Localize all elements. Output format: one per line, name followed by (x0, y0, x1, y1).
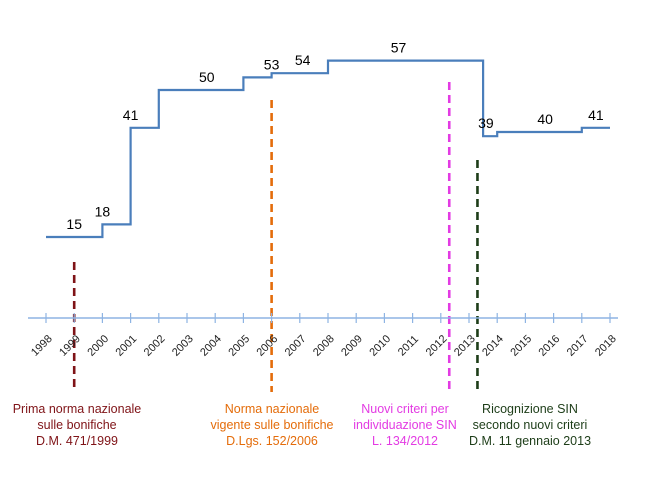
x-tick-label: 2001 (114, 333, 140, 359)
annotation-line: individuazione SIN (353, 418, 457, 432)
x-tick-label: 2000 (85, 333, 111, 359)
data-labels: 15 18 41 50 53 54 57 39 40 41 (66, 40, 603, 232)
annotation-text: Ricognizione SIN secondo nuovi criteri D.M… (455, 401, 605, 449)
data-label: 41 (123, 107, 139, 123)
x-tick-label: 2003 (170, 333, 196, 359)
x-tick-label: 2008 (311, 333, 337, 359)
annotation-line: Ricognizione SIN (482, 402, 578, 416)
x-tick-label: 1999 (57, 333, 83, 359)
annotation-text: Norma nazionale vigente sulle bonifiche D.… (197, 401, 347, 449)
data-label: 40 (537, 111, 553, 127)
data-label: 50 (199, 69, 215, 85)
data-label: 53 (264, 56, 280, 72)
x-tick-label: 2007 (283, 333, 309, 359)
x-tick-label: 2011 (396, 333, 421, 358)
data-label: 41 (588, 107, 604, 123)
x-tick-label: 2010 (367, 333, 393, 359)
x-tick-label: 2002 (142, 333, 168, 359)
data-label: 57 (391, 40, 407, 56)
annotation-line: Nuovi criteri per (361, 402, 449, 416)
x-tick-label: 2009 (339, 333, 365, 359)
annotation-text: Prima norma nazionale sulle bonifiche D.M.… (2, 401, 152, 449)
x-tick-label: 2006 (255, 333, 281, 359)
x-tick-label: 2018 (593, 333, 619, 359)
x-tick-label: 2015 (508, 333, 534, 359)
x-tick-label: 2004 (198, 333, 224, 359)
x-tick-label: 2017 (565, 333, 591, 359)
data-label: 54 (295, 52, 311, 68)
x-tick-label: 2016 (537, 333, 563, 359)
annotation-line: sulle bonifiche (37, 418, 117, 432)
x-tick-label: 2005 (226, 333, 252, 359)
event-lines (72, 82, 479, 392)
annotation-line: Norma nazionale (224, 402, 320, 416)
x-tick-label: 2014 (480, 333, 506, 359)
x-axis: 1998 1999 2000 2001 2002 2003 2004 2005 2006 2007… (28, 313, 619, 359)
series-step-line (46, 59, 610, 239)
annotation-line: Prima norma nazionale (12, 402, 142, 416)
series-line (46, 59, 610, 239)
annotation-line: L. 134/2012 (371, 434, 439, 448)
data-label: 18 (95, 203, 111, 219)
annotation-line: vigente sulle bonifiche (210, 418, 334, 432)
annotation-text: Nuovi criteri per individuazione SIN L. 13… (330, 401, 480, 449)
data-label: 15 (66, 216, 82, 232)
x-tick-label: 2013 (452, 333, 478, 359)
annotation-line: secondo nuovi criteri (472, 418, 588, 432)
annotation-line: D.Lgs. 152/2006 (226, 434, 318, 448)
x-tick-label: 1998 (29, 333, 55, 359)
x-tick-label: 2012 (424, 333, 450, 359)
annotation-line: D.M. 471/1999 (36, 434, 118, 448)
data-label: 39 (478, 115, 494, 131)
annotation-line: D.M. 11 gennaio 2013 (468, 434, 592, 448)
